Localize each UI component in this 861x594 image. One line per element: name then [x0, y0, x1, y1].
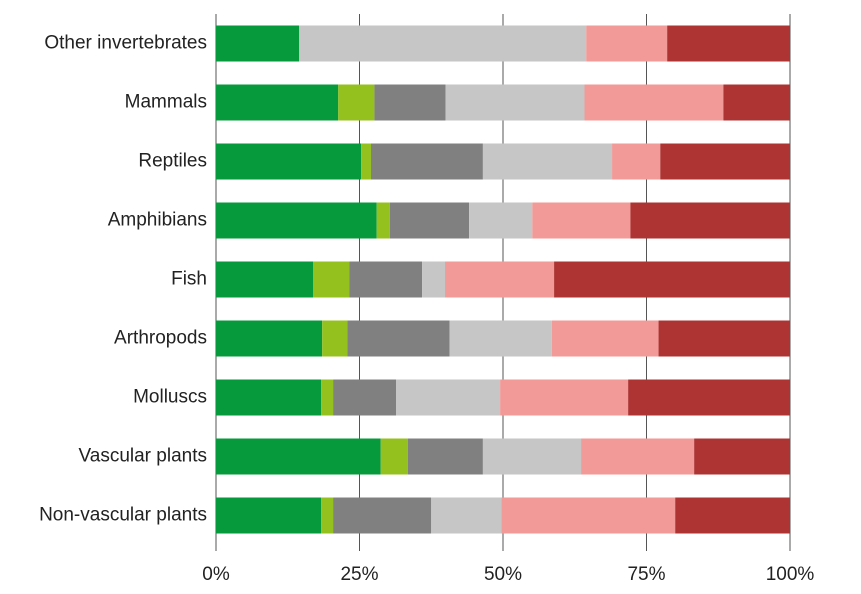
x-tick-label: 50% [484, 564, 522, 585]
bar-segment [723, 84, 790, 121]
x-tick-label: 25% [340, 564, 378, 585]
bar-segment [445, 261, 555, 298]
bar-segment [586, 25, 668, 62]
bar-segment [532, 202, 631, 239]
bar-segment [321, 497, 334, 534]
bar-segment [445, 84, 585, 121]
bar-segment [584, 84, 724, 121]
bar-segment [374, 84, 446, 121]
bar-segment [500, 379, 629, 416]
category-label: Molluscs [133, 387, 207, 408]
bar-segment [321, 379, 334, 416]
bar-segment [216, 25, 300, 62]
bar-segment [216, 143, 362, 180]
category-label: Non-vascular plants [39, 505, 207, 526]
bar-segment [338, 84, 375, 121]
bar-segment [333, 497, 432, 534]
category-label: Fish [171, 269, 207, 290]
category-label: Other invertebrates [44, 33, 207, 54]
bar-segment [407, 438, 483, 475]
bar-segment [322, 320, 348, 357]
bar-segment [501, 497, 676, 534]
bar-segment [216, 497, 322, 534]
bar-segment [389, 202, 470, 239]
bar-segment [431, 497, 502, 534]
bar-segment [581, 438, 695, 475]
bar-segment [216, 379, 322, 416]
bar-segment [376, 202, 390, 239]
bar-segment [299, 25, 587, 62]
x-tick-label: 0% [202, 564, 230, 585]
category-label: Vascular plants [79, 446, 208, 467]
bar-segment [554, 261, 790, 298]
category-label: Reptiles [138, 151, 207, 172]
bar-segment [216, 261, 314, 298]
bar-segment [349, 261, 423, 298]
bar-segment [396, 379, 501, 416]
bar-segment [216, 438, 381, 475]
x-tick-label: 100% [766, 564, 815, 585]
bar-segment [216, 320, 323, 357]
bar-segment [370, 143, 483, 180]
x-tick-label: 75% [627, 564, 665, 585]
bar-segment [667, 25, 790, 62]
bar-segment [347, 320, 450, 357]
bar-segment [694, 438, 790, 475]
bar-segment [380, 438, 408, 475]
category-label: Arthropods [114, 328, 207, 349]
bar-segment [216, 202, 377, 239]
category-label: Amphibians [108, 210, 207, 231]
bar-segment [313, 261, 350, 298]
bar-segment [361, 143, 371, 180]
bar-segment [658, 320, 790, 357]
bar-segment [675, 497, 790, 534]
category-label: Mammals [125, 92, 207, 113]
bar-segment [449, 320, 552, 357]
bar-segment [216, 84, 339, 121]
bar-segment [333, 379, 397, 416]
bar-segment [482, 143, 613, 180]
bar-segment [612, 143, 661, 180]
bar-segment [482, 438, 582, 475]
bar-segment [660, 143, 790, 180]
bar-segment [628, 379, 790, 416]
bar-segment [551, 320, 659, 357]
bar-segment [422, 261, 446, 298]
bar-segment [630, 202, 790, 239]
bar-segment [469, 202, 533, 239]
